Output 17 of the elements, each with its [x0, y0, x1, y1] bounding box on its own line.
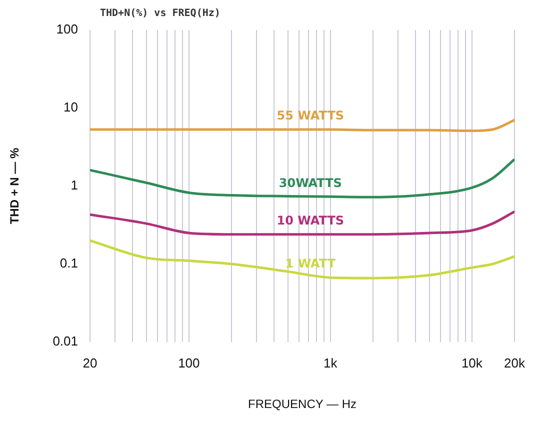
y-axis-title: THD + N — % — [8, 148, 22, 224]
y-tick-label: 10 — [64, 100, 78, 115]
series-label: 55 WATTS — [276, 108, 344, 123]
series-label: 1 WATT — [285, 256, 336, 271]
series-label: 30WATTS — [278, 176, 342, 190]
x-tick-label: 10k — [461, 355, 483, 370]
y-tick-label: 0.01 — [52, 334, 78, 349]
y-tick-label: 100 — [56, 22, 78, 37]
x-tick-label: 20k — [504, 355, 526, 370]
x-tick-label: 20 — [82, 355, 98, 370]
chart-title: THD+N(%) vs FREQ(Hz) — [100, 8, 220, 19]
x-tick-label: 1k — [324, 355, 338, 370]
x-axis-title: FREQUENCY — Hz — [248, 397, 356, 412]
x-tick-label: 100 — [178, 355, 200, 370]
series-label: 10 WATTS — [276, 213, 344, 228]
y-tick-label: 0.1 — [60, 256, 78, 271]
y-tick-label: 1 — [70, 178, 78, 193]
